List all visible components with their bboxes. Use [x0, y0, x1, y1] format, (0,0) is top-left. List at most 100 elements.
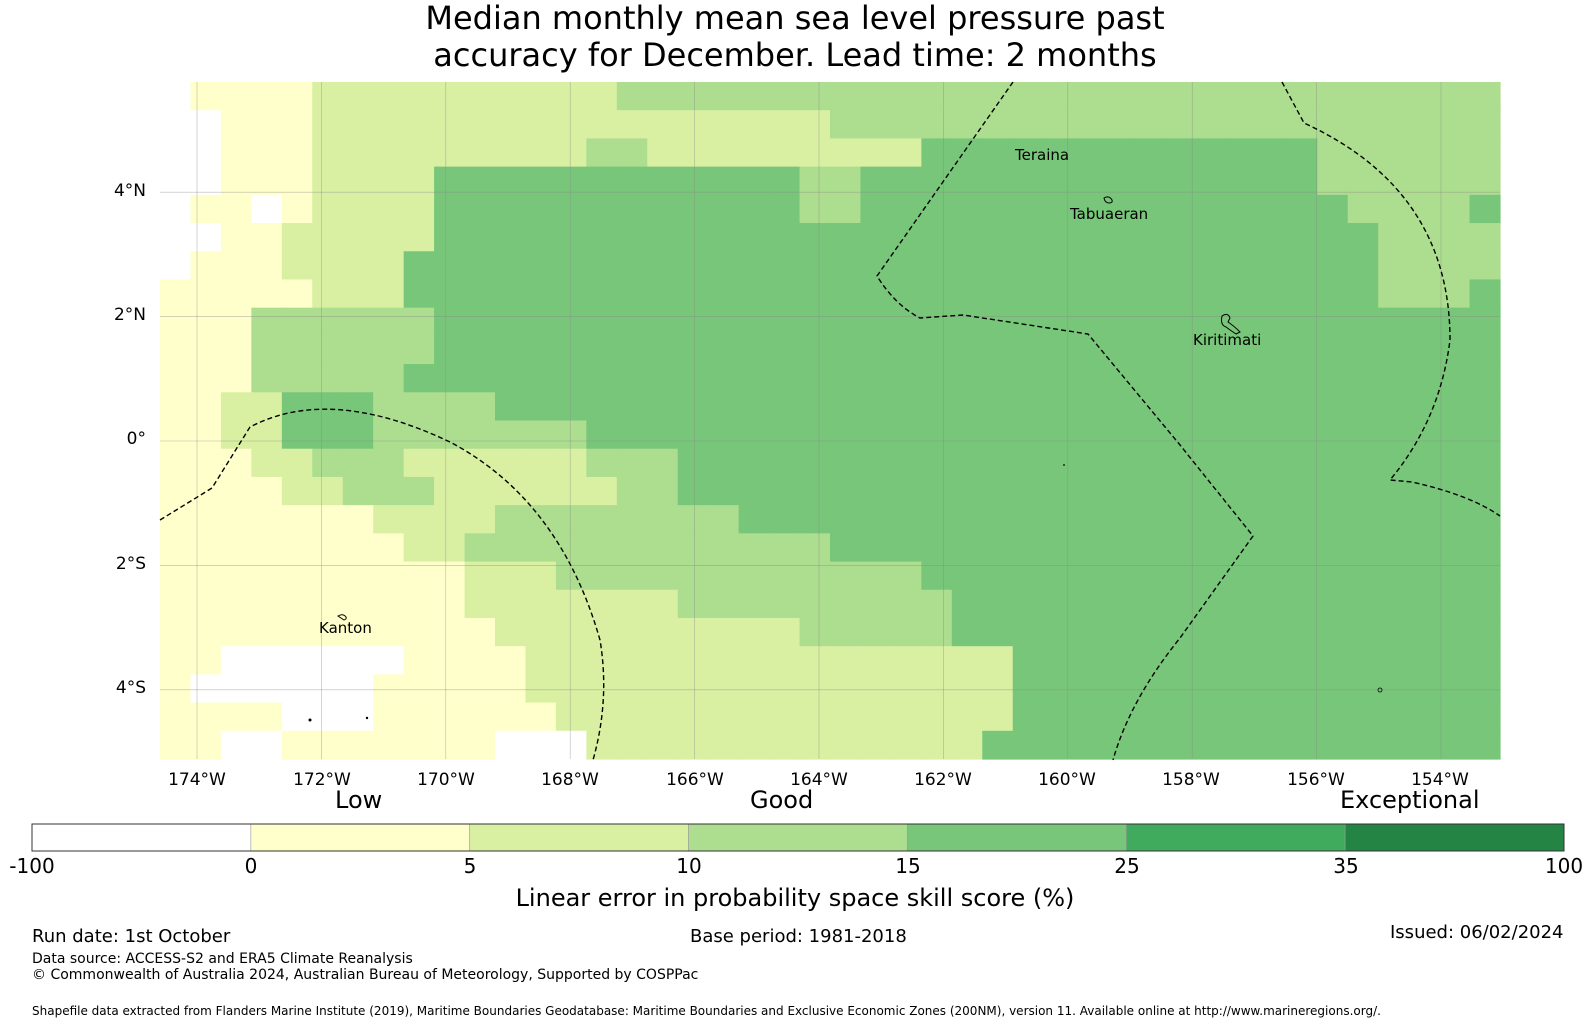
grid-cell — [342, 110, 374, 140]
grid-cell — [677, 505, 709, 534]
grid-cell — [1225, 476, 1257, 506]
grid-cell — [830, 646, 862, 675]
grid-cell — [677, 646, 709, 675]
lon-label-172w: 172°W — [293, 770, 351, 790]
grid-cell — [586, 646, 618, 675]
grid-cell — [464, 110, 496, 140]
grid-cell — [190, 279, 222, 309]
grid-cell — [1256, 561, 1288, 591]
grid-cell — [647, 448, 679, 478]
grid-cell — [1225, 251, 1257, 281]
grid-cell — [434, 702, 466, 732]
grid-cell — [1073, 364, 1105, 393]
grid-cell — [1347, 364, 1379, 393]
grid-cell — [1225, 392, 1257, 422]
grid-cell — [1165, 561, 1197, 591]
grid-cell — [860, 251, 892, 281]
grid-cell — [1439, 702, 1471, 732]
grid-cell — [525, 730, 557, 760]
grid-cell — [1195, 251, 1227, 281]
grid-cell — [830, 110, 862, 140]
grid-cell — [281, 505, 313, 534]
grid-cell — [616, 251, 648, 281]
grid-cell — [890, 251, 922, 281]
grid-cell — [738, 730, 770, 760]
grid-cell — [373, 279, 405, 309]
grid-cell — [190, 561, 222, 591]
grid-cell — [921, 674, 953, 704]
grid-cell — [799, 561, 831, 591]
grid-cell — [281, 448, 313, 478]
grid-cell — [160, 364, 192, 393]
grid-cell — [1469, 561, 1501, 591]
grid-cell — [160, 589, 192, 619]
grid-cell — [403, 194, 435, 224]
grid-cell — [220, 307, 252, 337]
grid-cell — [525, 702, 557, 732]
grid-cell — [799, 335, 831, 365]
grid-cell — [951, 335, 983, 365]
grid-cell — [860, 674, 892, 704]
grid-cell — [890, 561, 922, 591]
grid-cell — [1469, 730, 1501, 760]
grid-cell — [921, 82, 953, 111]
grid-cell — [1195, 561, 1227, 591]
grid-cell — [1286, 561, 1318, 591]
grid-cell — [1378, 674, 1410, 704]
grid-cell — [1408, 646, 1440, 675]
grid-cell — [738, 646, 770, 675]
grid-cell — [830, 561, 862, 591]
grid-cell — [1286, 420, 1318, 450]
grid-cell — [525, 194, 557, 224]
grid-cell — [312, 589, 344, 619]
grid-cell — [555, 138, 587, 168]
grid-cell — [1256, 617, 1288, 647]
grid-cell — [1225, 110, 1257, 140]
grid-cell — [251, 110, 283, 140]
grid-cell — [1347, 617, 1379, 647]
grid-cell — [495, 166, 527, 196]
grid-cell — [342, 138, 374, 168]
grid-cell — [281, 307, 313, 337]
grid-cell — [1012, 138, 1044, 168]
grid-cell — [921, 646, 953, 675]
grid-cell — [190, 335, 222, 365]
grid-cell — [312, 279, 344, 309]
grid-cell — [921, 194, 953, 224]
grid-cell — [464, 392, 496, 422]
grid-cell — [1256, 505, 1288, 534]
grid-cell — [281, 82, 313, 111]
grid-cell — [342, 82, 374, 111]
grid-cell — [1256, 674, 1288, 704]
colorbar-tick-25: 25 — [1114, 854, 1140, 878]
grid-cell — [586, 505, 618, 534]
grid-cell — [1469, 702, 1501, 732]
grid-cell — [769, 335, 801, 365]
grid-cell — [677, 589, 709, 619]
grid-cell — [1317, 335, 1349, 365]
colorbar-segment — [907, 823, 1127, 852]
grid-cell — [1256, 335, 1288, 365]
colorbar-tick-10: 10 — [676, 854, 702, 878]
grid-cell — [921, 279, 953, 309]
grid-cell — [1104, 223, 1136, 252]
grid-cell — [647, 420, 679, 450]
chart-title-line-2: accuracy for December. Lead time: 2 mont… — [433, 36, 1157, 74]
grid-cell — [1408, 420, 1440, 450]
grid-cell — [1165, 533, 1197, 563]
grid-cell — [1347, 646, 1379, 675]
grid-cell — [220, 533, 252, 563]
grid-cell — [1286, 166, 1318, 196]
grid-cell — [1317, 392, 1349, 422]
grid-cell — [951, 730, 983, 760]
grid-cell — [830, 702, 862, 732]
grid-cell — [860, 392, 892, 422]
run-date: Run date: 1st October — [32, 926, 231, 947]
grid-cell — [1012, 251, 1044, 281]
place-label-kanton: Kanton — [319, 619, 372, 637]
grid-cell — [1469, 110, 1501, 140]
grid-cell — [220, 476, 252, 506]
grid-cell — [982, 82, 1014, 111]
grid-cell — [495, 82, 527, 111]
grid-cell — [1043, 392, 1075, 422]
